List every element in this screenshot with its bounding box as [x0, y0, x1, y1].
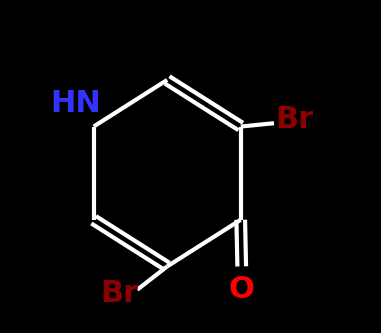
- Text: Br: Br: [100, 278, 138, 308]
- Text: Br: Br: [275, 105, 313, 135]
- Text: HN: HN: [50, 89, 101, 118]
- Text: O: O: [229, 275, 255, 304]
